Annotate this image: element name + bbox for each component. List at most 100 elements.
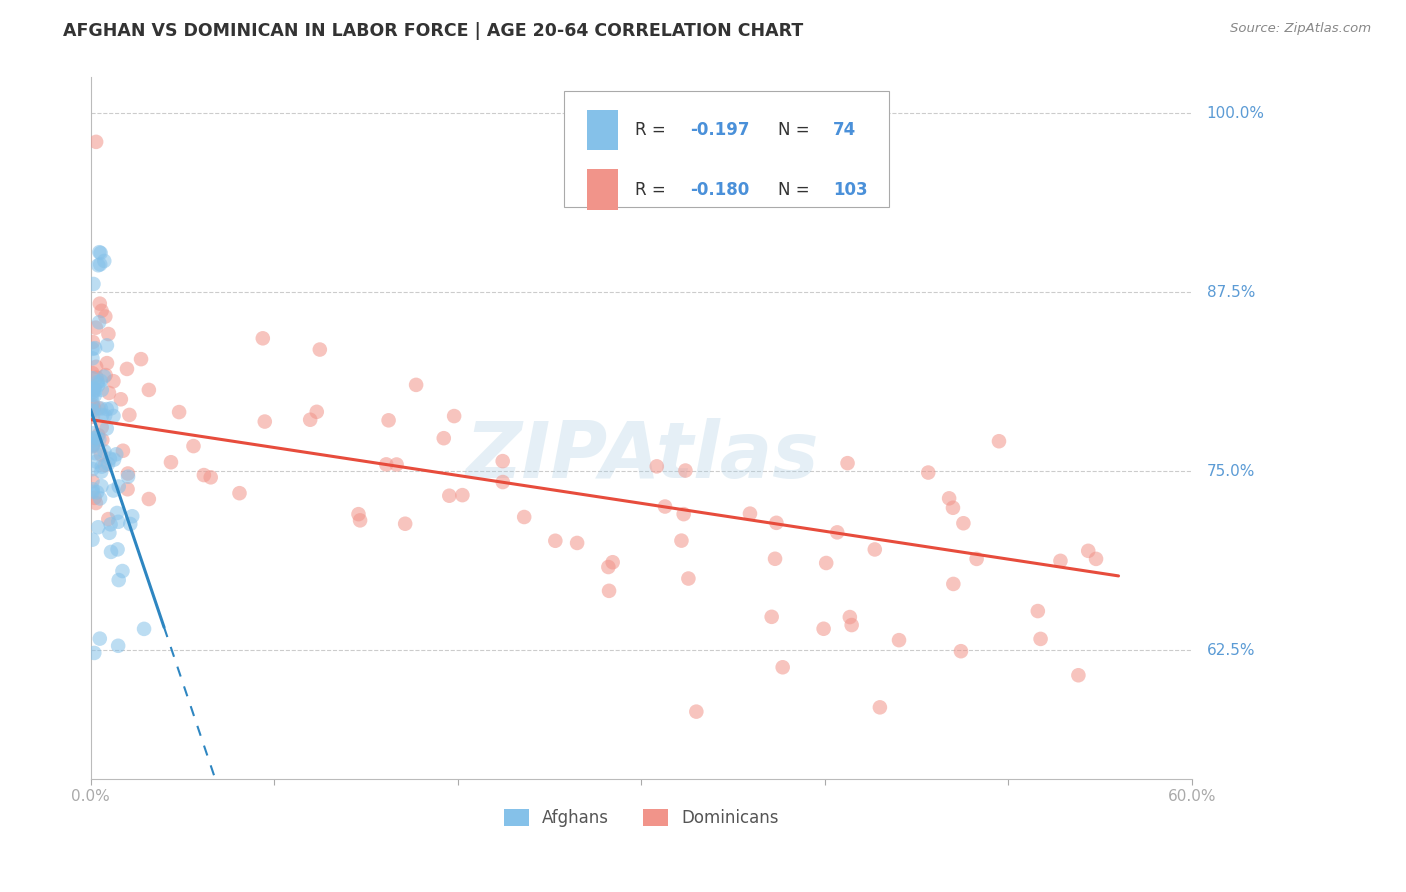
Point [1026, 604, 1049, 618]
Point [94, 310, 117, 324]
Point [107, 515, 129, 529]
Point [96, 356, 118, 370]
Text: -0.180: -0.180 [690, 181, 749, 199]
Point [117, 469, 139, 483]
Point [433, 431, 456, 445]
Point [84, 135, 107, 149]
Point [443, 409, 465, 423]
Point [82, 395, 104, 409]
Point [94, 368, 117, 383]
Point [838, 610, 860, 624]
Point [111, 564, 134, 578]
Point [938, 491, 960, 506]
Point [82, 409, 104, 424]
Point [763, 551, 786, 566]
Point [887, 633, 910, 648]
Point [138, 491, 160, 506]
Text: 103: 103 [832, 181, 868, 199]
Bar [588, 110, 619, 151]
Point [103, 483, 125, 498]
Point [86, 485, 108, 500]
Point [645, 459, 668, 474]
Point [675, 464, 697, 478]
Point [602, 555, 624, 569]
Point [377, 413, 399, 427]
Point [97, 512, 120, 526]
Point [183, 439, 205, 453]
Point [565, 536, 588, 550]
Point [90, 479, 112, 493]
Point [84, 446, 107, 460]
Text: AFGHAN VS DOMINICAN IN LABOR FORCE | AGE 20-64 CORRELATION CHART: AFGHAN VS DOMINICAN IN LABOR FORCE | AGE… [63, 22, 803, 40]
Point [83, 381, 105, 395]
Point [813, 622, 835, 636]
Point [82, 398, 104, 412]
Point [761, 610, 783, 624]
Point [96, 402, 118, 417]
Point [89, 433, 111, 447]
Point [82, 388, 104, 402]
Point [107, 479, 129, 493]
Point [253, 415, 276, 429]
Point [869, 700, 891, 714]
Point [97, 326, 120, 341]
Point [988, 434, 1011, 449]
Point [299, 413, 322, 427]
Point [100, 517, 122, 532]
Point [91, 408, 114, 422]
Point [83, 401, 105, 415]
Point [654, 500, 676, 514]
Point [82, 426, 104, 441]
Point [98, 386, 121, 401]
Point [942, 577, 965, 591]
Point [105, 447, 128, 461]
Point [405, 377, 427, 392]
Point [94, 409, 117, 423]
Point [84, 454, 107, 468]
Point [347, 507, 370, 521]
Point [678, 572, 700, 586]
Point [83, 388, 105, 402]
Point [100, 545, 122, 559]
Point [90, 448, 112, 462]
Point [82, 342, 104, 356]
Point [82, 482, 104, 496]
Point [129, 352, 152, 367]
Point [738, 507, 761, 521]
Point [89, 296, 111, 310]
Point [308, 343, 330, 357]
Point [375, 458, 398, 472]
Point [107, 542, 129, 557]
Point [89, 632, 111, 646]
Point [94, 458, 117, 472]
Point [863, 542, 886, 557]
Point [385, 458, 408, 472]
Point [103, 452, 125, 467]
Text: ZIPAtlas: ZIPAtlas [464, 418, 818, 494]
Point [394, 516, 416, 531]
Point [492, 454, 515, 468]
Point [82, 474, 104, 488]
Point [83, 491, 105, 505]
Bar [588, 169, 619, 210]
Point [949, 644, 972, 658]
Point [82, 462, 104, 476]
Point [90, 383, 112, 397]
Point [98, 451, 121, 466]
Point [228, 486, 250, 500]
Point [544, 533, 567, 548]
Point [82, 439, 104, 453]
Text: N =: N = [778, 181, 814, 199]
Point [439, 489, 461, 503]
Point [84, 384, 107, 398]
Point [685, 705, 707, 719]
Point [82, 371, 104, 385]
Point [82, 533, 104, 547]
Point [111, 443, 134, 458]
Point [121, 509, 143, 524]
Legend: Afghans, Dominicans: Afghans, Dominicans [498, 802, 785, 834]
Point [87, 258, 110, 272]
Point [87, 401, 110, 416]
Point [1049, 554, 1071, 568]
Point [82, 385, 104, 400]
